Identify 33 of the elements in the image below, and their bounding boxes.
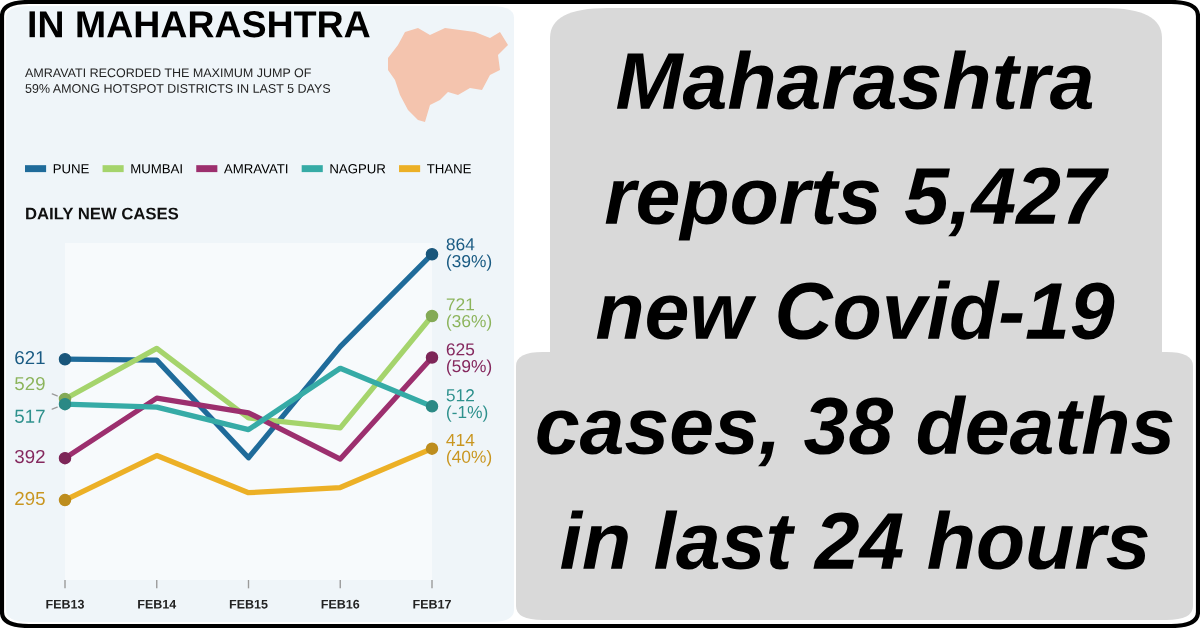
data-label: 414 (40%) xyxy=(446,433,492,467)
data-label: 625 (59%) xyxy=(446,343,492,376)
data-label: 512 (-1%) xyxy=(446,389,488,422)
point xyxy=(425,442,439,455)
x-tick-label: FEB16 xyxy=(321,599,360,609)
x-tick-label: FEB13 xyxy=(46,599,84,609)
data-label: 529 xyxy=(15,376,45,391)
point xyxy=(58,493,72,507)
point xyxy=(58,451,72,465)
y-axis-title: DAILY NEW CASES xyxy=(26,207,179,220)
point xyxy=(425,351,439,364)
text: Maharashtra reports 5,427 new Covid-19 cases, 38 deaths in last 24 hours xyxy=(537,50,1173,570)
point xyxy=(425,309,439,323)
legend-label: MUMBAI xyxy=(131,164,182,174)
data-label: 721 (36%) xyxy=(446,298,492,331)
legend-label: AMRAVATI xyxy=(223,164,288,174)
x-tick-label: FEB17 xyxy=(413,599,451,609)
legend-label: THANE xyxy=(427,164,471,174)
data-label: 864 (39%) xyxy=(446,238,492,271)
chart-subtitle: AMRAVATI RECORDED THE MAXIMUM JUMP OF 59% AMONG HOTSPOT DISTRICTS IN LAST 5 DAYS xyxy=(25,68,331,93)
point xyxy=(58,397,72,411)
point xyxy=(425,400,439,413)
chart-title: IN MAHARASHTRA xyxy=(29,10,370,38)
data-label: 392 xyxy=(14,449,45,464)
point xyxy=(58,352,72,366)
legend-label: NAGPUR xyxy=(330,164,386,174)
data-label: 621 xyxy=(15,350,45,365)
x-tick-label: FEB15 xyxy=(229,599,268,609)
legend-label: PUNE xyxy=(53,164,89,174)
data-label: 517 xyxy=(15,409,45,423)
point xyxy=(425,247,439,261)
data-label: 295 xyxy=(15,491,45,506)
x-tick-label: FEB14 xyxy=(138,599,177,609)
